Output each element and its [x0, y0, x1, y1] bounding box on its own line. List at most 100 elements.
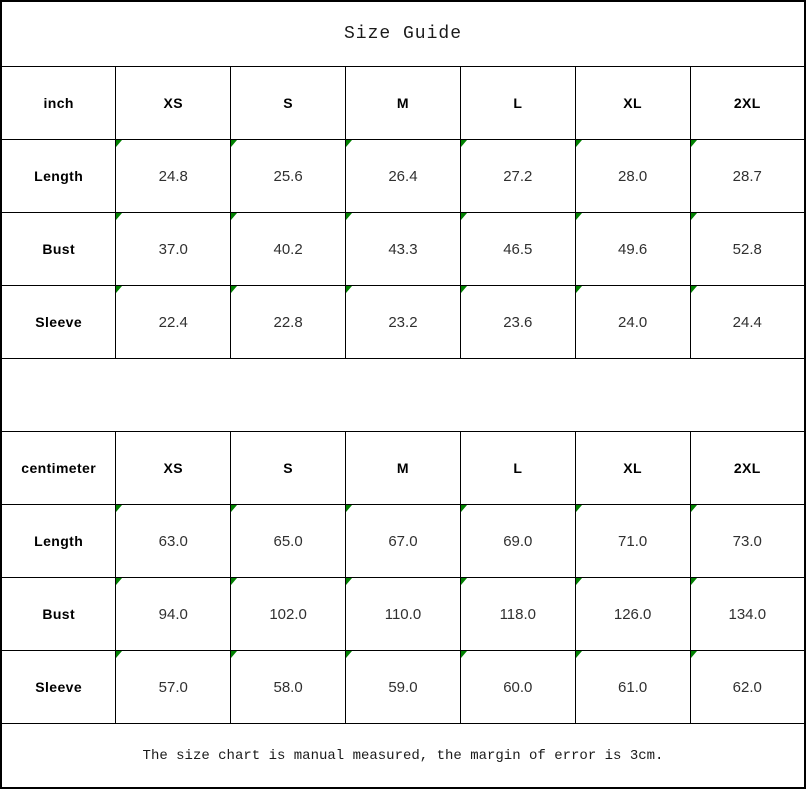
green-triangle-icon	[116, 286, 123, 293]
spacer-row	[0, 358, 806, 432]
measurement-value: 118.0	[499, 605, 537, 623]
green-triangle-icon	[576, 651, 582, 658]
measurement-value: 46.5	[503, 240, 533, 258]
measurement-label-sleeve: Sleeve	[0, 285, 117, 359]
size-header-xl: XL	[574, 431, 691, 505]
measurement-value: 59.0	[388, 678, 418, 696]
measurement-value: 67.0	[388, 532, 418, 550]
measurement-value: 24.8	[158, 167, 188, 185]
size-header-s: S	[230, 431, 347, 505]
measurement-value: 22.8	[273, 313, 303, 331]
measurement-value: 24.0	[618, 313, 648, 331]
green-triangle-icon	[461, 578, 467, 585]
green-triangle-icon	[346, 286, 353, 293]
measurement-value: 60.0	[503, 678, 533, 696]
measurement-value-cell: 126.0	[574, 577, 691, 651]
spacer-cell	[0, 358, 806, 432]
measurement-value: 28.7	[732, 167, 762, 185]
measurement-value: 23.2	[388, 313, 418, 331]
size-header-l: L	[459, 66, 576, 140]
green-triangle-icon	[691, 578, 697, 585]
measurement-value: 62.0	[732, 678, 762, 696]
measurement-value: 24.4	[732, 313, 762, 331]
measurement-value-cell: 37.0	[115, 212, 232, 286]
green-triangle-icon	[576, 286, 582, 293]
inch-sleeve-row: Sleeve 22.4 22.8 23.2 23.6 24.0 24.4	[0, 285, 806, 359]
green-triangle-icon	[691, 286, 697, 293]
measurement-value: 102.0	[269, 605, 307, 623]
measurement-value-cell: 27.2	[459, 139, 576, 213]
green-triangle-icon	[346, 505, 353, 512]
green-triangle-icon	[691, 651, 697, 658]
measurement-value: 28.0	[618, 167, 648, 185]
green-triangle-icon	[461, 140, 467, 147]
measurement-value: 126.0	[613, 605, 652, 623]
green-triangle-icon	[576, 213, 582, 220]
measurement-value: 23.6	[503, 313, 533, 331]
measurement-value-cell: 94.0	[115, 577, 232, 651]
measurement-value-cell: 57.0	[115, 650, 232, 724]
measurement-value: 52.8	[732, 240, 762, 258]
measurement-value: 63.0	[158, 532, 188, 550]
measurement-label-length: Length	[0, 504, 117, 578]
unit-label-inch: inch	[0, 66, 117, 140]
inch-header-row: inch XS S M L XL 2XL	[0, 66, 806, 140]
measurement-value: 71.0	[618, 532, 648, 550]
measurement-value-cell: 43.3	[345, 212, 461, 286]
measurement-label-bust: Bust	[0, 212, 117, 286]
green-triangle-icon	[461, 213, 467, 220]
green-triangle-icon	[116, 651, 123, 658]
measurement-value: 110.0	[384, 605, 422, 623]
green-triangle-icon	[116, 140, 123, 147]
size-header-m: M	[345, 431, 461, 505]
green-triangle-icon	[231, 505, 238, 512]
measurement-value-cell: 40.2	[230, 212, 347, 286]
cm-header-row: centimeter XS S M L XL 2XL	[0, 431, 806, 505]
size-header-l: L	[459, 431, 576, 505]
green-triangle-icon	[576, 140, 582, 147]
measurement-value: 94.0	[158, 605, 188, 623]
measurement-value-cell: 118.0	[459, 577, 576, 651]
unit-label-centimeter: centimeter	[0, 431, 117, 505]
page-title: Size Guide	[0, 0, 806, 67]
green-triangle-icon	[576, 505, 582, 512]
green-triangle-icon	[461, 651, 467, 658]
measurement-value: 49.6	[618, 240, 648, 258]
measurement-value: 37.0	[158, 240, 188, 258]
green-triangle-icon	[461, 505, 467, 512]
measurement-value-cell: 23.6	[459, 285, 576, 359]
measurement-value-cell: 23.2	[345, 285, 461, 359]
measurement-value-cell: 62.0	[689, 650, 806, 724]
measurement-value: 25.6	[273, 167, 303, 185]
size-header-xl: XL	[574, 66, 691, 140]
cm-length-row: Length 63.0 65.0 67.0 69.0 71.0 73.0	[0, 504, 806, 578]
green-triangle-icon	[231, 213, 238, 220]
size-header-2xl: 2XL	[689, 431, 806, 505]
measurement-label-sleeve: Sleeve	[0, 650, 117, 724]
green-triangle-icon	[231, 286, 238, 293]
measurement-value-cell: 26.4	[345, 139, 461, 213]
green-triangle-icon	[231, 578, 238, 585]
measurement-value: 22.4	[158, 313, 188, 331]
measurement-value-cell: 63.0	[115, 504, 232, 578]
measurement-value: 43.3	[388, 240, 418, 258]
measurement-value-cell: 22.4	[115, 285, 232, 359]
title-row: Size Guide	[0, 0, 806, 67]
measurement-value: 134.0	[728, 605, 767, 623]
green-triangle-icon	[346, 140, 353, 147]
green-triangle-icon	[116, 213, 123, 220]
measurement-value-cell: 67.0	[345, 504, 461, 578]
size-header-m: M	[345, 66, 461, 140]
green-triangle-icon	[576, 578, 582, 585]
measurement-value: 61.0	[618, 678, 648, 696]
inch-bust-row: Bust 37.0 40.2 43.3 46.5 49.6 52.8	[0, 212, 806, 286]
measurement-value-cell: 65.0	[230, 504, 347, 578]
measurement-value-cell: 59.0	[345, 650, 461, 724]
measurement-value-cell: 52.8	[689, 212, 806, 286]
measurement-label-length: Length	[0, 139, 117, 213]
green-triangle-icon	[231, 651, 238, 658]
green-triangle-icon	[461, 286, 467, 293]
measurement-value: 69.0	[503, 532, 533, 550]
